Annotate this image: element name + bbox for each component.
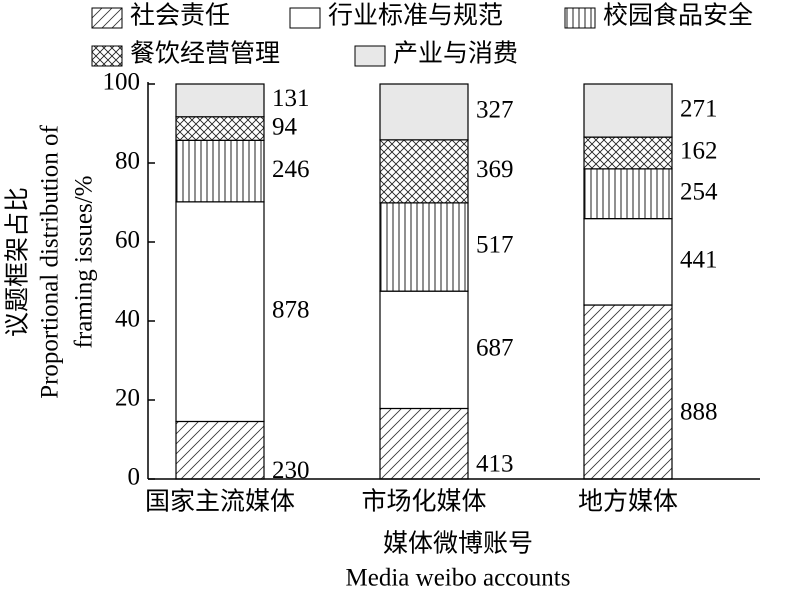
x-axis-title: Media weibo accounts [346,565,571,592]
data-label: 441 [680,247,718,274]
y-axis-title: framing issues/% [71,176,98,349]
legend-swatch-pattern [91,7,123,29]
data-label: 413 [476,450,514,477]
bar-segment [175,116,265,141]
bar-segment [583,304,673,480]
bar-segment [379,83,469,141]
bar-segment [175,420,265,480]
data-label: 687 [476,335,514,362]
bar-segment [175,139,265,203]
legend-swatch-pattern [564,7,596,29]
bar-segment [583,136,673,170]
data-label: 131 [272,85,310,112]
legend-label: 行业标准与规范 [328,2,503,30]
data-label: 271 [680,95,718,122]
data-label: 517 [476,232,514,259]
data-label: 254 [680,178,718,205]
data-label: 327 [476,97,514,124]
x-axis-title: 媒体微博账号 [383,530,533,558]
x-tick-label: 市场化媒体 [361,488,486,516]
y-axis-title: 议题框架占比 [4,187,32,337]
legend-swatch-pattern [91,45,123,67]
y-tick-label: 20 [115,385,140,412]
legend-label: 校园食品安全 [603,2,753,30]
legend-swatch [354,45,386,67]
data-label: 888 [680,399,718,426]
bar-segment [379,290,469,410]
bar-segment [379,202,469,292]
legend-label: 餐饮经营管理 [130,40,280,68]
legend-swatch [289,7,321,29]
y-tick-label: 40 [115,306,140,333]
y-tick-label: 0 [128,464,141,491]
bar-segment [583,83,673,138]
y-axis-title: Proportional distribution of [37,125,64,399]
bar-segment [583,218,673,306]
data-label: 162 [680,138,718,165]
data-label: 94 [272,113,298,140]
bar-segment [379,407,469,480]
bar-segment [175,83,265,118]
data-label: 246 [272,156,310,183]
legend-label: 社会责任 [130,2,230,30]
bar-segment [175,201,265,423]
legend-label: 产业与消费 [393,40,518,68]
y-tick-label: 60 [115,227,140,254]
y-tick-label: 80 [115,148,140,175]
data-label: 369 [476,156,514,183]
data-label: 230 [272,457,310,484]
bar-segment [379,139,469,204]
data-label: 878 [272,296,310,323]
x-tick-label: 国家主流媒体 [145,488,295,516]
y-tick-label: 100 [103,69,141,96]
x-tick-label: 地方媒体 [578,488,678,516]
bar-segment [583,168,673,220]
